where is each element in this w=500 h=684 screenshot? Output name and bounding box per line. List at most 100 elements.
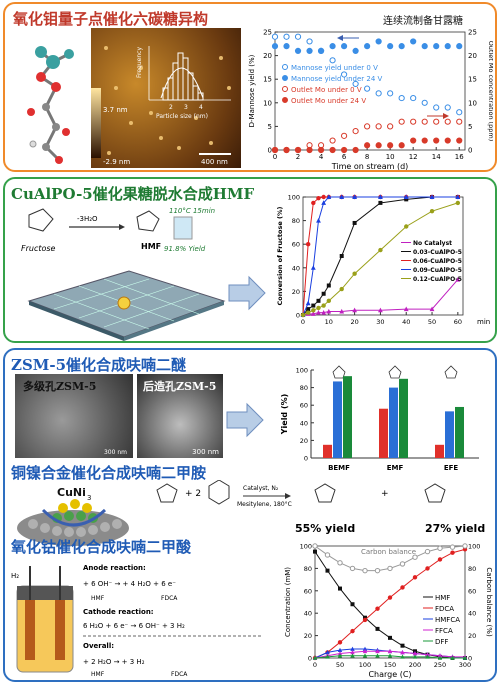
rxn-cond1: Catalyst, N₂	[243, 485, 279, 492]
category-label: EMF	[387, 464, 404, 472]
data-point	[316, 218, 321, 223]
data-point	[326, 298, 332, 304]
x-tick-label: 50	[428, 318, 436, 326]
data-point	[325, 568, 330, 573]
data-point	[400, 585, 405, 590]
data-point	[378, 194, 383, 199]
hist-ylabel: Frequency	[136, 47, 143, 78]
y2-axis-label: Carbon balance (%)	[485, 567, 493, 637]
hist-tick: 2	[169, 104, 173, 111]
overall-eq: + 2 H₂O → + 3 H₂	[83, 658, 145, 666]
data-point	[449, 544, 456, 550]
data-point	[350, 646, 355, 651]
data-point	[450, 655, 455, 660]
data-point	[294, 146, 302, 154]
data-point	[398, 142, 405, 149]
furan-icon	[332, 365, 346, 379]
data-point	[305, 300, 311, 306]
data-point	[339, 286, 344, 292]
rxn-cond2: Mesitylene, 180°C	[237, 501, 292, 508]
label-hierarchical: 多级孔ZSM-5	[23, 380, 97, 393]
data-point	[433, 104, 440, 111]
data-point	[403, 306, 409, 312]
data-point	[437, 557, 443, 562]
data-point	[462, 543, 468, 549]
data-point	[425, 566, 430, 571]
y2-tick-label: 40	[468, 610, 476, 618]
scale-bar-1: 300 nm	[103, 449, 127, 456]
y-tick-label: 40	[304, 610, 312, 618]
data-point	[444, 104, 451, 111]
overall-hmf: HMF	[91, 671, 105, 678]
data-point	[429, 306, 435, 312]
data-point	[339, 194, 345, 199]
y-tick-label: 15	[263, 76, 272, 84]
data-point	[450, 550, 455, 555]
legend-entry: FFCA	[435, 627, 453, 635]
flow-arrow-icon	[228, 275, 266, 311]
x-tick-label: 4	[319, 153, 324, 161]
data-point	[410, 38, 417, 45]
ether-yield-bar-chart: 0 20 40 60 80 100 Yield (%) BEMF EMF EFE	[280, 365, 479, 472]
panel1-title: 氧化钼量子点催化六碳糖异构	[13, 10, 209, 28]
data-point	[387, 653, 393, 658]
y-tick-label: 100	[288, 194, 300, 202]
x-tick-label: 20	[350, 318, 358, 326]
scheme-temp: 110°C 15min	[169, 207, 215, 215]
legend-marker	[282, 64, 288, 70]
panel3-title-a: ZSM-5催化合成呋喃二醚	[11, 356, 187, 374]
data-point	[400, 654, 405, 659]
bar	[435, 444, 444, 458]
plot-frame	[274, 31, 466, 151]
data-point	[324, 552, 331, 558]
data-point	[362, 646, 368, 651]
data-point	[388, 635, 392, 640]
y2-tick-label: 20	[468, 632, 476, 640]
data-point	[337, 560, 343, 566]
y-tick-label: 25	[263, 29, 272, 37]
legend-entry: 0.06-CuAlPO-5	[413, 258, 462, 265]
data-point	[375, 90, 382, 97]
y-tick-label: 20	[304, 632, 312, 640]
x-tick-label: 12	[409, 153, 418, 161]
legend-entry: No Catalyst	[413, 240, 452, 247]
data-point	[271, 43, 279, 50]
data-point	[375, 142, 382, 149]
data-point	[421, 137, 428, 144]
cell-h2: H₂	[11, 572, 19, 580]
data-point	[325, 654, 330, 659]
y-tick-label: 0	[308, 655, 312, 663]
legend-entry: HMFCA	[435, 616, 460, 624]
data-point	[329, 137, 336, 144]
category-label: BEMF	[328, 464, 350, 472]
data-point	[339, 308, 345, 314]
x-tick-label: 50	[336, 661, 344, 669]
data-point	[444, 137, 451, 144]
data-point	[326, 308, 332, 314]
data-point	[424, 548, 431, 555]
data-point	[412, 575, 418, 580]
furan-icon	[444, 365, 458, 379]
data-point	[340, 43, 348, 50]
y2-tick-label: 80	[468, 565, 476, 573]
category-label: EFE	[444, 464, 459, 472]
legend-entry: Outlet Mo under 0 V	[291, 86, 362, 94]
label-post: 后造孔ZSM-5	[143, 380, 217, 393]
data-point	[378, 200, 383, 205]
data-point	[271, 33, 279, 40]
data-point	[311, 308, 316, 313]
bar	[445, 411, 454, 458]
data-point	[306, 146, 313, 154]
data-point	[349, 565, 356, 572]
data-point	[403, 194, 409, 199]
y-tick-label: 40	[292, 264, 300, 272]
y-axis-label: Conversion of Fructose (%)	[276, 206, 284, 305]
bar	[455, 406, 464, 458]
data-point	[352, 194, 358, 199]
data-point	[316, 305, 321, 311]
data-point	[329, 146, 336, 154]
y-tick-label: 80	[300, 384, 308, 392]
y2-tick-label: 60	[468, 587, 476, 595]
data-point	[429, 208, 435, 214]
data-point	[364, 142, 371, 149]
